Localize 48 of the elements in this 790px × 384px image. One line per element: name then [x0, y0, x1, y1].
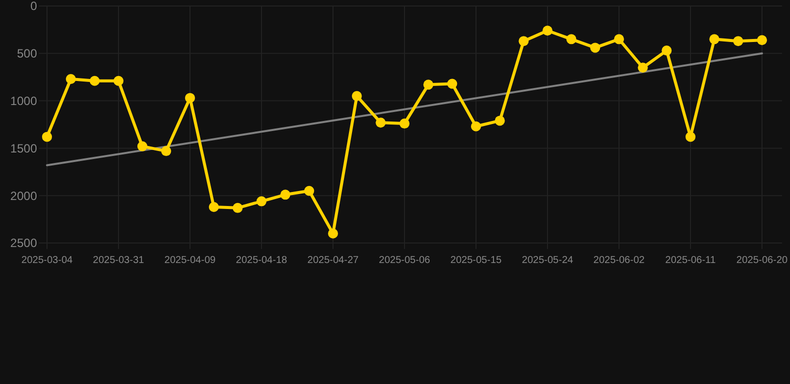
point	[256, 196, 266, 206]
point	[638, 62, 648, 73]
x-tick-label: 2025-03-04	[21, 255, 74, 266]
x-tick-label: 2025-04-18	[236, 255, 288, 266]
point	[590, 42, 600, 53]
point	[208, 202, 219, 212]
point	[662, 46, 672, 56]
y-tick-label: 2000	[10, 188, 38, 203]
x-tick-label: 2025-05-15	[450, 255, 502, 266]
point	[42, 132, 52, 142]
point	[614, 34, 624, 44]
x-tick-label: 2025-06-02	[593, 255, 646, 266]
point	[280, 190, 290, 200]
x-tick-label: 2025-03-31	[92, 255, 145, 266]
point	[471, 121, 481, 132]
x-tick-label: 2025-05-06	[378, 255, 431, 266]
point	[709, 34, 720, 44]
point	[447, 78, 458, 89]
x-tick-label: 2025-06-11	[665, 255, 716, 266]
y-tick-label: 500	[16, 46, 38, 61]
point	[494, 116, 505, 126]
point	[185, 92, 195, 103]
point	[686, 132, 696, 142]
point	[376, 118, 386, 128]
y-tick-label: 0	[30, 0, 38, 14]
point	[518, 36, 529, 46]
point	[352, 91, 362, 102]
y-tick-label: 2500	[10, 236, 38, 250]
point	[114, 76, 124, 86]
x-tick-label: 2025-05-24	[522, 255, 574, 266]
y-tick-label: 1500	[10, 141, 38, 156]
x-tick-label: 2025-04-09	[164, 255, 216, 266]
point	[542, 26, 552, 36]
point	[566, 34, 576, 44]
point	[733, 36, 744, 46]
x-tick-label: 2025-06-20	[736, 255, 788, 266]
point	[757, 35, 767, 46]
point	[161, 146, 172, 156]
y-tick-label: 1000	[10, 94, 38, 108]
point	[90, 76, 100, 86]
point	[232, 202, 243, 213]
x-tick-label: 2025-04-27	[307, 255, 360, 266]
point	[66, 74, 76, 84]
point	[304, 186, 314, 196]
point	[423, 80, 434, 90]
point	[328, 228, 338, 239]
point	[137, 141, 148, 152]
point	[400, 118, 410, 129]
